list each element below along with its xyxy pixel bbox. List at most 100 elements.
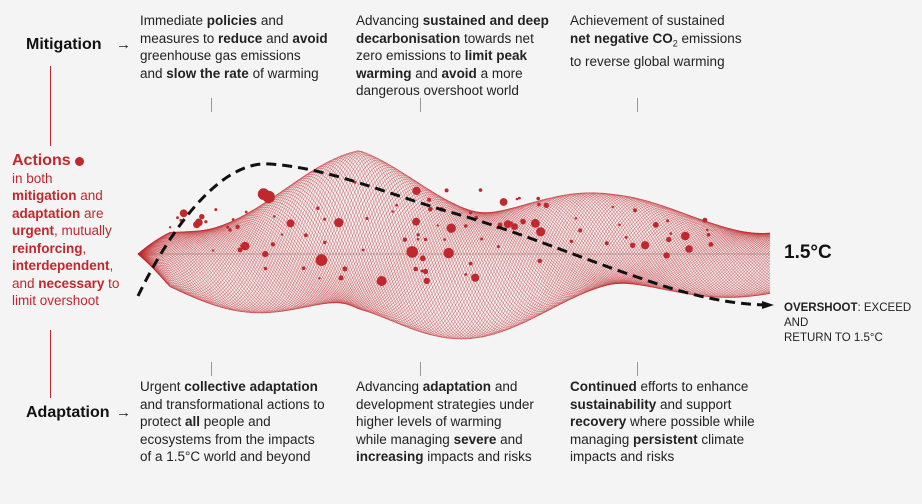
ribbon-dot: [176, 216, 179, 220]
ribbon-dot: [402, 237, 407, 242]
ribbon-dot: [604, 241, 609, 246]
ribbon-dot: [685, 245, 693, 253]
ribbon-strand: [137, 193, 771, 317]
ribbon-dot: [469, 211, 473, 215]
overshoot-arrow-icon: [762, 301, 774, 309]
ribbon-dot: [214, 208, 218, 212]
mitigation-arrow-icon: →: [116, 36, 131, 53]
ribbon-dot: [413, 266, 419, 272]
ribbon-strand: [137, 156, 771, 337]
ribbon-dot: [416, 233, 420, 237]
temperature-trajectory-line: [136, 162, 766, 307]
ribbon-dot: [510, 221, 513, 224]
connector-top: [50, 66, 51, 146]
ribbon-dot: [652, 221, 659, 228]
ribbon-strand: [137, 192, 771, 319]
ribbon-dot: [663, 252, 670, 259]
ribbon-dot: [706, 233, 711, 237]
mitigation-text-2: Advancing sustained and deep decarbonisa…: [356, 13, 549, 98]
ribbon-dot: [353, 181, 357, 184]
ribbon-dot: [408, 253, 412, 257]
ribbon-dot: [361, 248, 365, 252]
ribbon-dot: [226, 225, 230, 229]
ribbon-strand: [137, 169, 771, 329]
ribbon-strand: [137, 151, 771, 339]
ribbon-strand: [137, 157, 771, 336]
ribbon-dot: [428, 206, 433, 212]
ribbon-strand: [137, 159, 771, 339]
ribbon-strand: [137, 161, 771, 334]
adaptation-heading: Adaptation: [26, 404, 110, 421]
ribbon-dot: [511, 223, 518, 231]
ribbon-dot: [641, 241, 650, 250]
ribbon-dot: [422, 268, 429, 275]
ribbon-dot: [618, 223, 621, 227]
ribbon-dot: [569, 239, 574, 244]
actions-panel: Actions in both mitigation and adaptatio…: [12, 152, 122, 310]
ribbon-strand: [137, 172, 771, 333]
ribbon-dot: [536, 227, 546, 237]
ribbon-dot: [423, 277, 430, 285]
ribbon-strand: [137, 164, 771, 332]
tick-top-3: [637, 98, 638, 112]
tick-top-2: [420, 98, 421, 112]
ribbon-dot: [262, 251, 269, 258]
ribbon-strand: [137, 175, 771, 325]
tick-bottom-3: [637, 362, 638, 376]
ribbon-strand: [137, 151, 771, 339]
ribbon-dot: [611, 205, 614, 209]
ribbon-dot: [376, 276, 387, 286]
ribbon-dots: [168, 181, 714, 286]
ribbon-dot: [574, 217, 578, 220]
ribbon-dot: [323, 240, 327, 245]
ribbon-strand: [137, 186, 771, 323]
ribbon-dot: [706, 228, 709, 232]
ribbon-strand: [137, 150, 771, 340]
ribbon-dot: [520, 218, 526, 225]
ribbon-dot: [530, 218, 540, 228]
ribbon-strand: [137, 184, 771, 320]
ribbon-dot: [702, 217, 708, 223]
actions-dot-icon: [74, 156, 84, 166]
ribbon-dot: [195, 218, 202, 225]
adaptation-text-3: Continued efforts to enhance sustainabil…: [570, 379, 755, 464]
mitigation-text-3: Achievement of sustained net negative CO…: [570, 13, 742, 69]
adaptation-arrow-icon: →: [116, 404, 131, 421]
ribbon-dot: [263, 266, 268, 271]
ribbon-dot: [416, 238, 420, 241]
ribbon-dot: [395, 203, 399, 207]
ribbon-waves: [137, 150, 771, 340]
ribbon-dot: [365, 216, 369, 220]
ribbon-dot: [412, 217, 420, 226]
ribbon-dot: [666, 219, 669, 223]
ribbon-dot: [199, 214, 205, 220]
tick-bottom-1: [211, 362, 212, 376]
mitigation-heading: Mitigation: [26, 36, 102, 53]
ribbon-strand: [137, 199, 771, 313]
ribbon-dot: [237, 247, 243, 253]
ribbon-dot: [286, 219, 295, 228]
ribbon-dot: [446, 223, 456, 233]
ribbon-dot: [273, 215, 276, 218]
ribbon-dot: [629, 242, 636, 248]
ribbon-dot: [228, 228, 232, 232]
ribbon-dot: [503, 220, 512, 229]
ribbon-dot: [444, 188, 449, 193]
ribbon-strand: [137, 180, 771, 323]
ribbon-dot: [338, 275, 344, 281]
ribbon-dot: [420, 269, 424, 273]
ribbon-dot: [301, 266, 306, 271]
connector-bottom: [50, 330, 51, 398]
ribbon-dot: [708, 242, 714, 247]
ribbon-strand: [137, 162, 771, 333]
ribbon-dot: [624, 236, 628, 239]
ribbon-strand: [137, 150, 771, 340]
ribbon-dot: [391, 210, 394, 213]
ribbon-dot: [518, 196, 521, 200]
ribbon-dot: [536, 196, 540, 201]
ribbon-strand: [137, 151, 771, 340]
ribbon-dot: [468, 261, 473, 266]
actions-title: Actions: [12, 152, 71, 169]
ribbon-dot: [464, 273, 468, 276]
